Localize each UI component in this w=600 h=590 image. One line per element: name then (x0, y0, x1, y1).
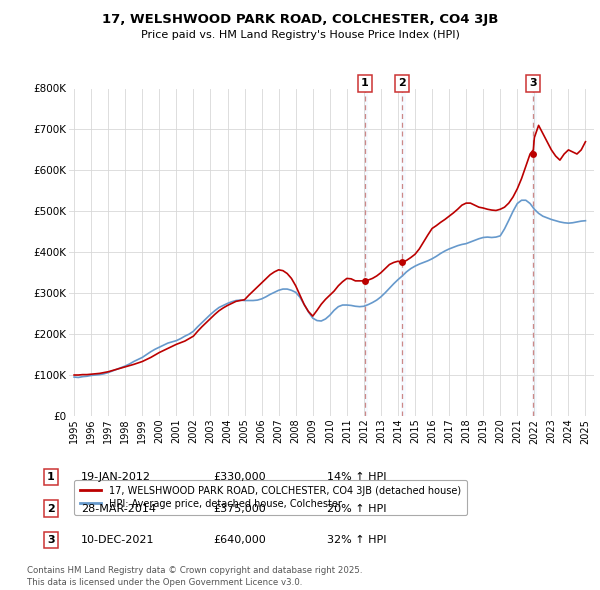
Text: 32% ↑ HPI: 32% ↑ HPI (327, 535, 386, 545)
Text: Contains HM Land Registry data © Crown copyright and database right 2025.
This d: Contains HM Land Registry data © Crown c… (27, 566, 362, 587)
Text: 10-DEC-2021: 10-DEC-2021 (81, 535, 155, 545)
Text: 28-MAR-2014: 28-MAR-2014 (81, 504, 156, 513)
Text: 1: 1 (361, 78, 368, 88)
Text: 3: 3 (47, 535, 55, 545)
Text: £375,000: £375,000 (213, 504, 266, 513)
Legend: 17, WELSHWOOD PARK ROAD, COLCHESTER, CO4 3JB (detached house), HPI: Average pric: 17, WELSHWOOD PARK ROAD, COLCHESTER, CO4… (74, 480, 467, 515)
Text: 2: 2 (47, 504, 55, 513)
Text: 2: 2 (398, 78, 406, 88)
Bar (532, 88, 537, 416)
Text: 17, WELSHWOOD PARK ROAD, COLCHESTER, CO4 3JB: 17, WELSHWOOD PARK ROAD, COLCHESTER, CO4… (102, 13, 498, 26)
Bar (364, 88, 368, 416)
Text: Price paid vs. HM Land Registry's House Price Index (HPI): Price paid vs. HM Land Registry's House … (140, 30, 460, 40)
Text: 20% ↑ HPI: 20% ↑ HPI (327, 504, 386, 513)
Text: £640,000: £640,000 (213, 535, 266, 545)
Bar (401, 88, 406, 416)
Text: 14% ↑ HPI: 14% ↑ HPI (327, 472, 386, 481)
Text: 1: 1 (47, 472, 55, 481)
Text: £330,000: £330,000 (213, 472, 266, 481)
Text: 3: 3 (530, 78, 537, 88)
Text: 19-JAN-2012: 19-JAN-2012 (81, 472, 151, 481)
